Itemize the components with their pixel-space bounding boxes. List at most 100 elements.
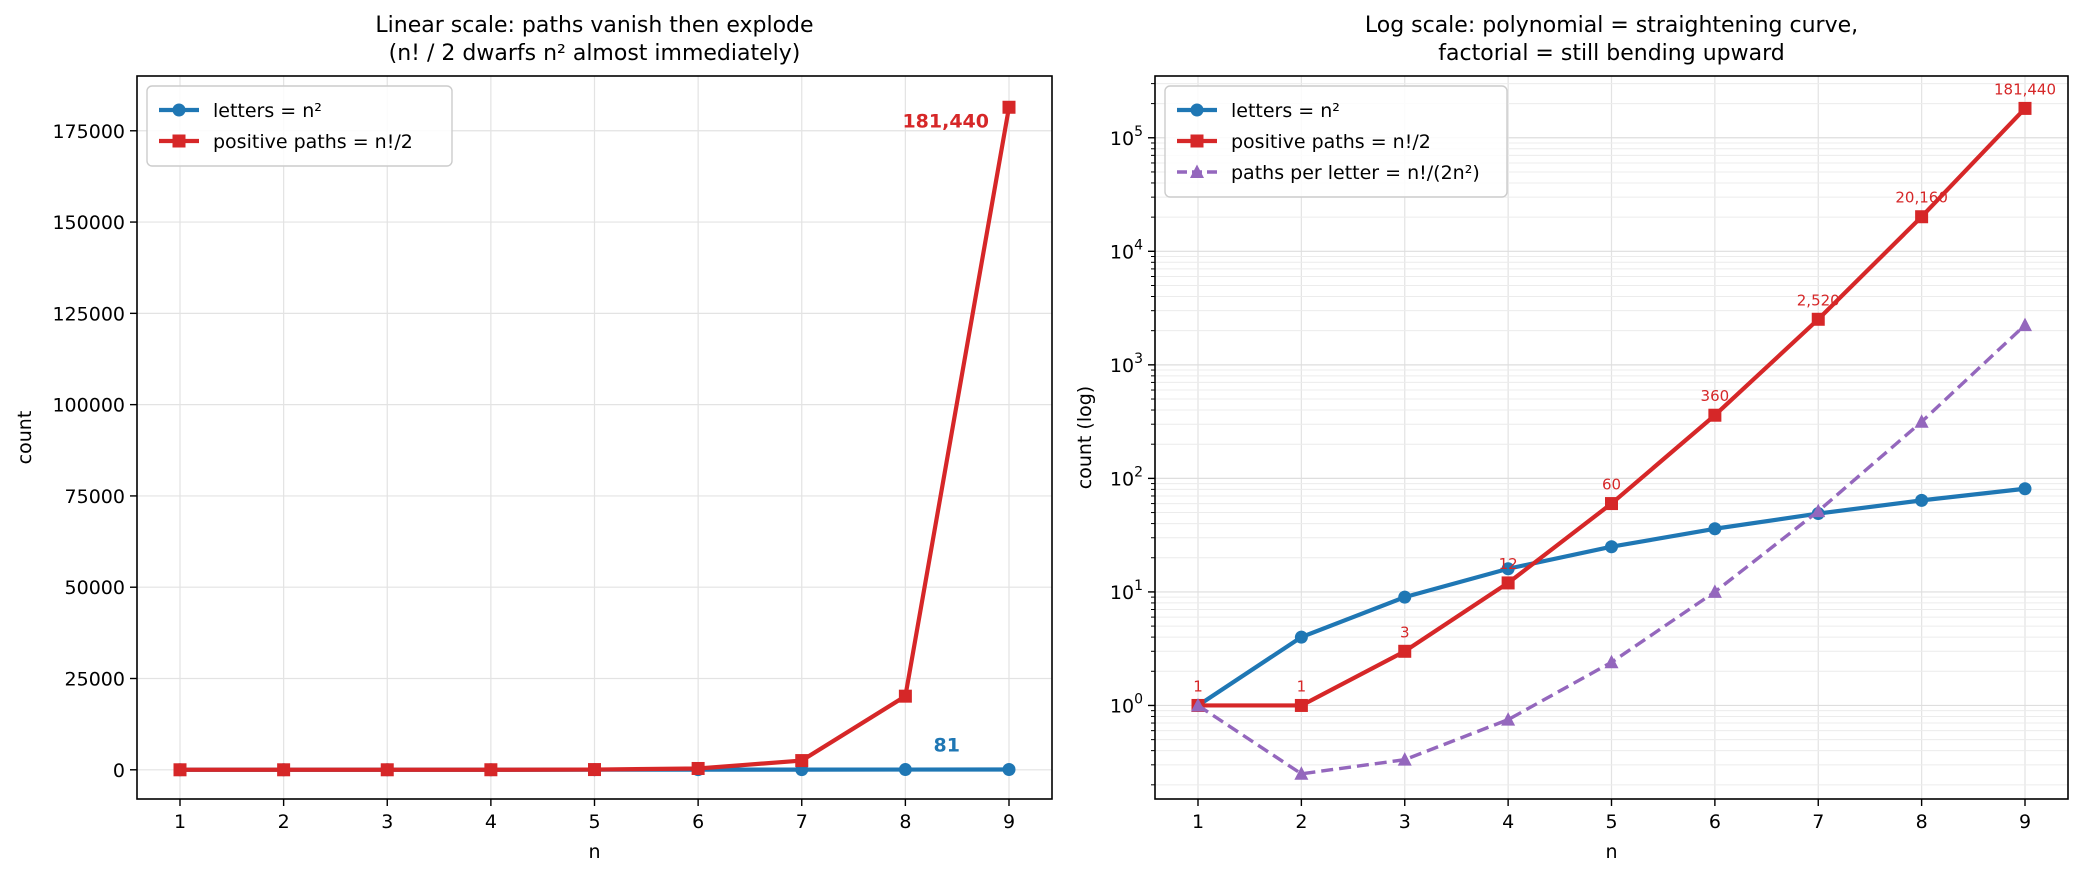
- data-point: [588, 763, 601, 777]
- data-point: [898, 689, 912, 703]
- data-point: [691, 761, 705, 775]
- legend-box: [146, 85, 453, 167]
- x-tick-label: 6: [1709, 811, 1721, 833]
- data-point: [484, 763, 498, 777]
- legend: letters = n² positive paths = n!/2 paths p…: [1164, 85, 1508, 198]
- legend-label: positive paths = n!/2: [1231, 131, 1431, 153]
- chart-title: Log scale: polynomial = straightening cu…: [1365, 13, 1858, 66]
- legend-label: positive paths = n!/2: [213, 131, 413, 153]
- legend-label: letters = n²: [213, 100, 322, 122]
- data-point: [1294, 766, 1309, 780]
- data-point: [1397, 752, 1412, 766]
- y-tick-label: 103: [1110, 351, 1143, 377]
- title-line: Linear scale: paths vanish then explode: [375, 13, 813, 38]
- y-tick-label: 0: [113, 760, 125, 782]
- y-axis: 0 25000 50000 75000 100000 125000 150000 175000…: [14, 121, 137, 782]
- data-point: [1604, 654, 1619, 669]
- point-label: 3: [1400, 623, 1410, 641]
- data-point: [2018, 482, 2032, 496]
- x-tick-label: 8: [1916, 811, 1928, 833]
- point-label: 60: [1602, 476, 1621, 494]
- data-point: [1398, 590, 1412, 604]
- data-point: [1501, 576, 1515, 590]
- y-axis-label: count (log): [1074, 386, 1096, 489]
- legend-marker: [172, 134, 186, 148]
- x-tick-label: 3: [381, 811, 393, 833]
- data-point: [1501, 562, 1515, 576]
- data-point: [898, 763, 912, 777]
- point-label: 2,520: [1797, 291, 1840, 309]
- data-point: [2018, 317, 2032, 332]
- series-3: [1191, 317, 2032, 780]
- legend-label: paths per letter = n!/(2n²): [1231, 162, 1480, 184]
- x-tick-label: 7: [1812, 811, 1824, 833]
- x-tick-label: 3: [1399, 811, 1411, 833]
- data-point: [173, 763, 187, 777]
- point-label: 12: [1499, 555, 1518, 573]
- data-point: [1914, 414, 1929, 428]
- data-point: [2018, 101, 2032, 115]
- data-point: [1294, 698, 1308, 712]
- annotation-label: 181,440: [902, 110, 989, 132]
- y-tick-label: 100000: [52, 395, 125, 417]
- data-point: [1605, 540, 1618, 554]
- legend: letters = n² positive paths = n!/2: [146, 85, 453, 167]
- x-tick-label: 1: [1192, 811, 1204, 833]
- x-axis-label: n: [588, 841, 600, 863]
- point-label: 20,160: [1895, 189, 1948, 207]
- y-tick-label: 50000: [65, 577, 125, 599]
- x-tick-label: 4: [485, 811, 497, 833]
- data-point: [1191, 697, 1205, 712]
- y-tick-label: 150000: [52, 212, 125, 234]
- data-point: [1501, 712, 1516, 726]
- data-point: [795, 754, 809, 768]
- annotation-label: 81: [934, 734, 960, 756]
- x-tick-label: 4: [1502, 811, 1514, 833]
- point-label: 360: [1701, 387, 1730, 405]
- y-tick-label: 101: [1110, 578, 1143, 604]
- title-line: Log scale: polynomial = straightening cu…: [1365, 13, 1858, 38]
- legend-marker: [1190, 164, 1204, 178]
- data-point: [380, 763, 394, 777]
- x-axis: 1 2 3 4 5 6 7 8 9 n: [1192, 799, 2031, 863]
- title-line: (n! / 2 dwarfs n² almost immediately): [389, 41, 801, 66]
- x-tick-label: 6: [692, 811, 704, 833]
- legend-box: [1164, 85, 1508, 198]
- data-point: [1708, 522, 1722, 536]
- point-label: 1: [1297, 677, 1307, 695]
- y-tick-label: 104: [1110, 237, 1143, 263]
- y-axis: 100 101 102 103 104 105 count (log): [1074, 83, 1155, 786]
- legend-marker: [1190, 103, 1204, 117]
- y-tick-label: 100: [1110, 691, 1143, 717]
- x-tick-label: 2: [1295, 811, 1307, 833]
- legend-label: letters = n²: [1231, 100, 1340, 122]
- data-point: [1294, 630, 1308, 644]
- data-point: [1605, 497, 1618, 511]
- y-tick-label: 25000: [65, 669, 125, 691]
- x-tick-label: 9: [2019, 811, 2031, 833]
- data-point: [1915, 210, 1929, 224]
- data-point: [1002, 100, 1016, 114]
- x-tick-label: 5: [588, 811, 600, 833]
- data-point: [277, 763, 291, 777]
- data-point: [1708, 408, 1722, 422]
- y-tick-label: 175000: [52, 121, 125, 143]
- x-tick-label: 1: [174, 811, 186, 833]
- point-labels: 1 1 3 12 60 360 2,520 20,160 181,440: [1193, 80, 2056, 695]
- x-tick-label: 8: [899, 811, 911, 833]
- x-tick-label: 5: [1605, 811, 1617, 833]
- y-tick-label: 105: [1110, 124, 1143, 150]
- point-label: 1: [1193, 677, 1203, 695]
- x-axis-label: n: [1605, 841, 1617, 863]
- x-tick-label: 7: [796, 811, 808, 833]
- x-axis: 1 2 3 4 5 6 7 8 9 n: [174, 799, 1015, 863]
- legend-marker: [1190, 134, 1204, 148]
- point-label: 181,440: [1994, 80, 2056, 98]
- y-tick-label: 125000: [52, 303, 125, 325]
- data-point: [1811, 312, 1825, 326]
- legend-marker: [172, 103, 186, 117]
- y-axis-label: count: [14, 411, 36, 465]
- data-point: [1707, 584, 1722, 598]
